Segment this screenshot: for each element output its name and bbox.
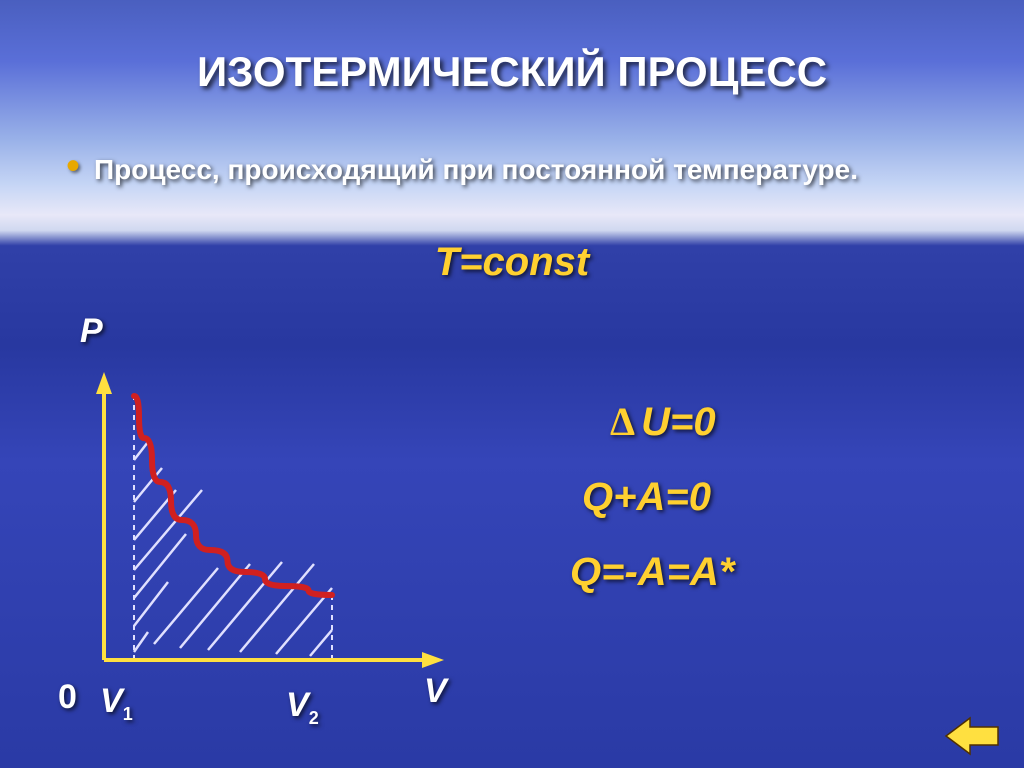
x-axis-label: V bbox=[424, 672, 447, 711]
slide-title: ИЗОТЕРМИЧЕСКИЙ ПРОЦЕСС bbox=[0, 48, 1024, 96]
y-axis-label: Р bbox=[80, 312, 103, 351]
chart-svg bbox=[70, 372, 470, 692]
equations-block: ΔU=0 Q+A=0 Q=-A=A* bbox=[570, 398, 735, 625]
bullet-dot-icon: • bbox=[66, 152, 80, 180]
arrow-left-icon bbox=[944, 716, 1000, 756]
pv-chart bbox=[70, 372, 470, 692]
equation-1: ΔU=0 bbox=[610, 398, 735, 445]
previous-slide-button[interactable] bbox=[944, 716, 1000, 756]
v2-label: V2 bbox=[286, 686, 319, 729]
v1-label: V1 bbox=[100, 682, 133, 725]
equation-2: Q+A=0 bbox=[582, 475, 735, 520]
bullet-row: • Процесс, происходящий при постоянной т… bbox=[66, 152, 944, 188]
equation-3: Q=-A=A* bbox=[570, 550, 735, 595]
origin-label: 0 bbox=[58, 678, 77, 717]
bullet-text: Процесс, происходящий при постоянной тем… bbox=[66, 152, 944, 188]
main-formula: T=const bbox=[0, 240, 1024, 285]
